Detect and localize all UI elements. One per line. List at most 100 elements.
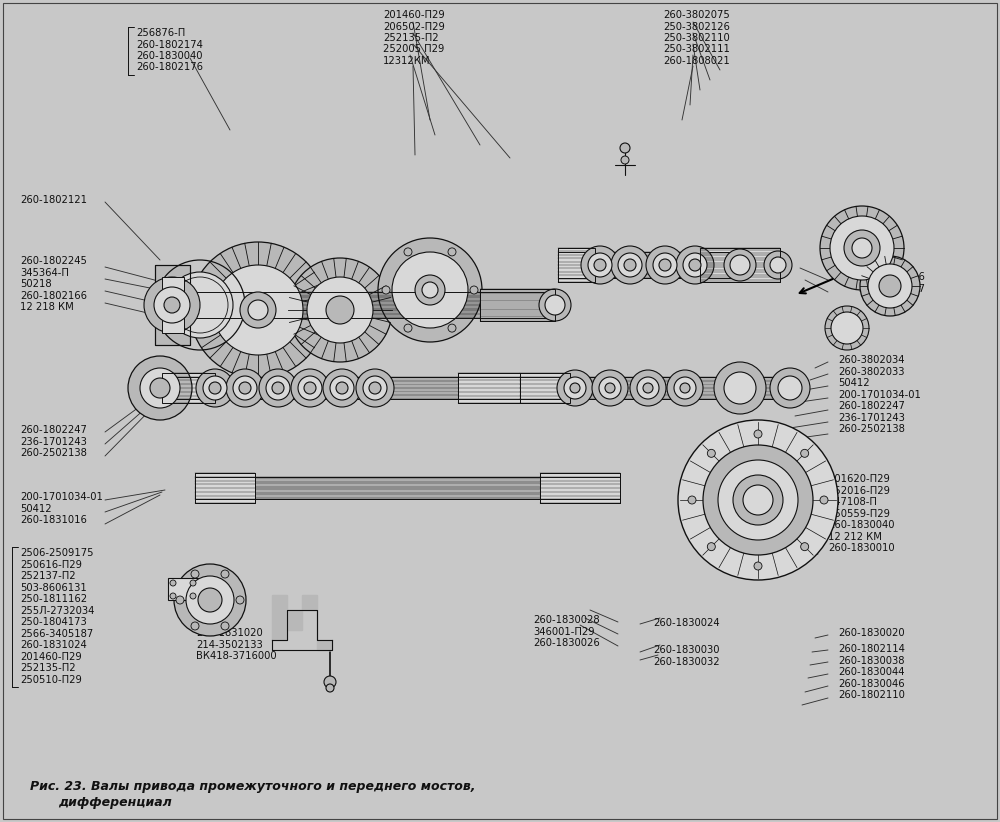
Text: 260-1831020: 260-1831020 [196, 628, 263, 638]
Circle shape [770, 257, 786, 273]
Circle shape [718, 460, 798, 540]
Text: 250616-П29: 250616-П29 [20, 560, 82, 570]
Text: 206502-П29: 206502-П29 [383, 21, 445, 31]
Circle shape [369, 382, 381, 394]
Circle shape [221, 570, 229, 578]
Text: 200-1701034-01: 200-1701034-01 [838, 390, 921, 399]
Text: 250-3802111: 250-3802111 [663, 44, 730, 54]
Text: 12312КМ: 12312КМ [383, 56, 430, 66]
Bar [558, 248, 595, 282]
Text: 236-1701243: 236-1701243 [838, 413, 905, 423]
Circle shape [743, 485, 773, 515]
Circle shape [689, 259, 701, 271]
Circle shape [643, 383, 653, 393]
Circle shape [209, 382, 221, 394]
Text: ВК418-3716000: ВК418-3716000 [196, 651, 277, 661]
Circle shape [820, 496, 828, 504]
Text: 260-1830028: 260-1830028 [533, 615, 600, 625]
Text: 256876-П: 256876-П [136, 28, 185, 38]
Bar [520, 373, 570, 403]
Circle shape [164, 297, 180, 313]
Text: 260-1808021: 260-1808021 [663, 56, 730, 66]
Circle shape [330, 376, 354, 400]
Bar [700, 248, 780, 282]
Bar [520, 373, 570, 403]
Text: Рис. 23. Валы привода промежуточного и переднего мостов,: Рис. 23. Валы привода промежуточного и п… [30, 780, 476, 793]
Bar [540, 473, 620, 503]
Text: 260-1802177: 260-1802177 [858, 284, 925, 293]
Text: 50412: 50412 [838, 378, 870, 388]
Text: 260-1802114: 260-1802114 [838, 644, 905, 654]
Bar [195, 477, 620, 499]
Circle shape [707, 543, 715, 551]
Circle shape [304, 382, 316, 394]
Circle shape [667, 370, 703, 406]
Text: 236-1701243: 236-1701243 [20, 436, 87, 446]
Circle shape [307, 277, 373, 343]
Circle shape [724, 372, 756, 404]
Bar [195, 477, 620, 499]
Circle shape [170, 580, 176, 586]
Bar [700, 248, 780, 282]
Circle shape [707, 450, 715, 457]
Bar [162, 373, 215, 403]
Text: 260-1831016: 260-1831016 [20, 515, 87, 525]
Circle shape [323, 369, 361, 407]
Text: 252005 П29: 252005 П29 [383, 44, 444, 54]
Bar [543, 299, 555, 311]
Circle shape [879, 275, 901, 297]
Text: 260-3802075: 260-3802075 [663, 10, 730, 20]
Circle shape [778, 376, 802, 400]
Text: 250-3802110: 250-3802110 [663, 33, 730, 43]
Circle shape [820, 206, 904, 290]
Circle shape [676, 246, 714, 284]
Circle shape [599, 377, 621, 399]
Circle shape [288, 258, 392, 362]
Circle shape [618, 253, 642, 277]
Bar [480, 289, 555, 321]
Circle shape [621, 156, 629, 164]
Circle shape [557, 370, 593, 406]
Circle shape [581, 246, 619, 284]
Circle shape [611, 246, 649, 284]
Circle shape [714, 362, 766, 414]
Text: 260-1802110: 260-1802110 [838, 690, 905, 700]
Text: 250559-П29: 250559-П29 [828, 509, 890, 519]
Text: 260-3802034: 260-3802034 [838, 355, 904, 365]
Circle shape [703, 445, 813, 555]
Circle shape [620, 143, 630, 153]
Text: 260-1802174: 260-1802174 [136, 39, 203, 49]
Circle shape [404, 248, 412, 256]
Circle shape [213, 265, 303, 355]
Circle shape [266, 376, 290, 400]
Text: 346001-П29: 346001-П29 [533, 626, 595, 636]
Bar [195, 473, 255, 503]
Circle shape [326, 684, 334, 692]
Circle shape [570, 383, 580, 393]
Circle shape [415, 275, 445, 305]
Text: 252135-П2: 252135-П2 [20, 663, 76, 673]
Text: 345364-П: 345364-П [20, 267, 69, 278]
Circle shape [831, 312, 863, 344]
Circle shape [448, 248, 456, 256]
Circle shape [448, 324, 456, 332]
Bar [162, 373, 215, 403]
Circle shape [624, 259, 636, 271]
Circle shape [167, 272, 233, 338]
Circle shape [191, 570, 199, 578]
Circle shape [272, 382, 284, 394]
Circle shape [291, 369, 329, 407]
Text: 250-3802126: 250-3802126 [663, 21, 730, 31]
Circle shape [733, 475, 783, 525]
Circle shape [240, 292, 276, 328]
Circle shape [564, 377, 586, 399]
Circle shape [678, 420, 838, 580]
Circle shape [356, 369, 394, 407]
Text: 201620-П29: 201620-П29 [828, 474, 890, 484]
Circle shape [382, 286, 390, 294]
Circle shape [637, 377, 659, 399]
Circle shape [588, 253, 612, 277]
Text: 260-1802206: 260-1802206 [858, 272, 925, 282]
Circle shape [754, 430, 762, 438]
Circle shape [198, 588, 222, 612]
